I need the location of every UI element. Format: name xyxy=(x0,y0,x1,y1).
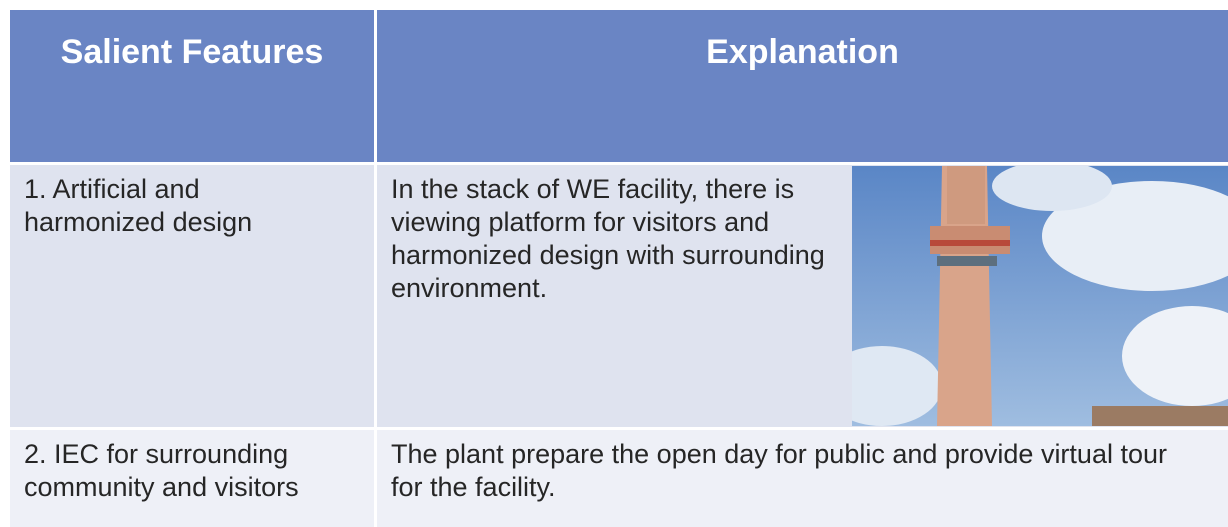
cell: 1. Artificial and harmonized design xyxy=(10,165,374,427)
header-text: Salient Features xyxy=(61,33,324,71)
page: Salient Features Explanation 1. Artifici… xyxy=(0,0,1228,527)
cell-text: 2. IEC for surrounding community and vis… xyxy=(24,438,369,504)
cell-text: The plant prepare the open day for publi… xyxy=(391,438,1191,504)
tower-photo xyxy=(852,166,1228,426)
cell-text: In the stack of WE facility, there is vi… xyxy=(391,173,851,305)
cell-text: 1. Artificial and harmonized design xyxy=(24,173,324,239)
cell: 2. IEC for surrounding community and vis… xyxy=(10,430,374,527)
header-text: Explanation xyxy=(706,33,899,71)
header-cell: Salient Features xyxy=(10,10,374,162)
header-cell: Explanation xyxy=(377,10,1228,162)
cell: The plant prepare the open day for publi… xyxy=(377,430,1228,527)
